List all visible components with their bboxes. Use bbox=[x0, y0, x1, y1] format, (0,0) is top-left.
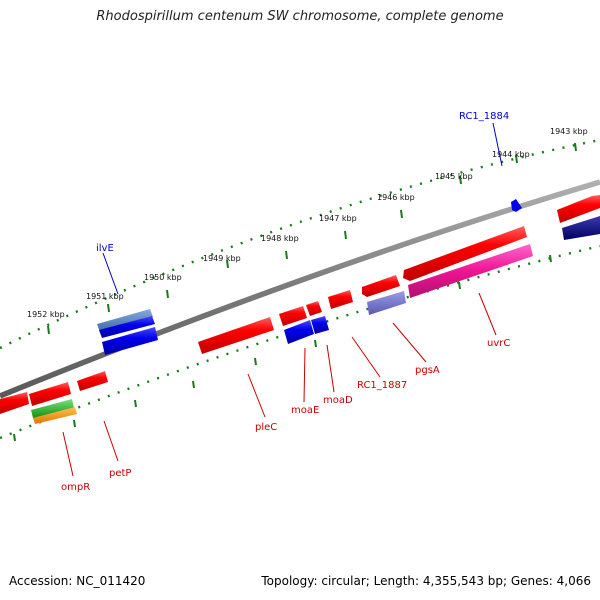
chromosome-backbone bbox=[0, 179, 600, 399]
gene-label-petP[interactable]: petP bbox=[109, 468, 131, 479]
gene-arrow-left-edge bbox=[0, 392, 29, 414]
kbp-label-1945: 1945 kbp bbox=[435, 172, 473, 181]
gene-arrow-ilvE-steel bbox=[97, 309, 153, 332]
kbp-label-1950: 1950 kbp bbox=[144, 273, 182, 282]
kbp-ruler-outer bbox=[0, 138, 600, 350]
gene-arrow-pgsA-purple bbox=[367, 291, 406, 315]
gene-arrow-ompR-green bbox=[31, 399, 74, 418]
gene-arrow-moaE-blue bbox=[284, 320, 314, 344]
gene-arrow-moaD-red bbox=[306, 301, 322, 316]
gene-arrow-ilvE-blue bbox=[99, 316, 155, 338]
kbp-label-1943: 1943 kbp bbox=[550, 127, 588, 136]
kbp-label-1949: 1949 kbp bbox=[203, 254, 241, 263]
kbp-label-1946: 1946 kbp bbox=[377, 193, 415, 202]
forward-genes bbox=[0, 195, 600, 424]
gene-label-ilvE[interactable]: ilvE bbox=[96, 243, 114, 254]
kbp-label-1952: 1952 kbp bbox=[27, 310, 65, 319]
gene-arrow-ilvE-blue2 bbox=[102, 327, 158, 355]
label-leaders bbox=[62, 122, 503, 477]
gene-label-moaD[interactable]: moaD bbox=[323, 395, 353, 406]
gene-label-moaE[interactable]: moaE bbox=[291, 405, 319, 416]
gene-arrow-navy bbox=[562, 216, 600, 240]
gene-arrow-uvrC-pink bbox=[408, 244, 533, 298]
gene-label-RC1_1887[interactable]: RC1_1887 bbox=[357, 380, 407, 391]
gene-arrow-ompR-red bbox=[29, 382, 71, 406]
gene-arrow-pgsA-red bbox=[362, 275, 400, 297]
gene-arrow-uvrC-red bbox=[403, 226, 527, 281]
gene-label-ompR[interactable]: ompR bbox=[61, 482, 90, 493]
gene-arrow-moaD-blue bbox=[311, 316, 329, 334]
gene-arrow-pleC bbox=[198, 317, 274, 354]
gene-arrow-moaE-red bbox=[279, 306, 307, 326]
kbp-label-1951: 1951 kbp bbox=[86, 292, 124, 301]
gene-label-RC1_1884[interactable]: RC1_1884 bbox=[459, 111, 509, 122]
accession-text: Accession: NC_011420 bbox=[9, 574, 146, 588]
major-ticks-outer bbox=[47, 142, 577, 335]
genome-summary-text: Topology: circular; Length: 4,355,543 bp… bbox=[261, 574, 591, 588]
gene-arrow-ompR-orange bbox=[33, 407, 77, 424]
gene-arrow-RC1_1887 bbox=[328, 290, 353, 309]
kbp-label-1947: 1947 kbp bbox=[319, 214, 357, 223]
kbp-label-1948: 1948 kbp bbox=[261, 234, 299, 243]
kbp-label-1944: 1944 kbp bbox=[492, 150, 530, 159]
map-title: Rhodospirillum centenum SW chromosome, c… bbox=[96, 9, 504, 24]
gene-arrow-RC1_1884 bbox=[511, 199, 522, 212]
gene-arrow-petP bbox=[77, 371, 108, 391]
gene-label-pleC[interactable]: pleC bbox=[255, 422, 277, 433]
major-ticks-inner bbox=[13, 254, 552, 442]
gene-arrow-far-right bbox=[557, 195, 600, 223]
gene-label-uvrC[interactable]: uvrC bbox=[487, 338, 510, 349]
gene-label-pgsA[interactable]: pgsA bbox=[415, 365, 440, 376]
